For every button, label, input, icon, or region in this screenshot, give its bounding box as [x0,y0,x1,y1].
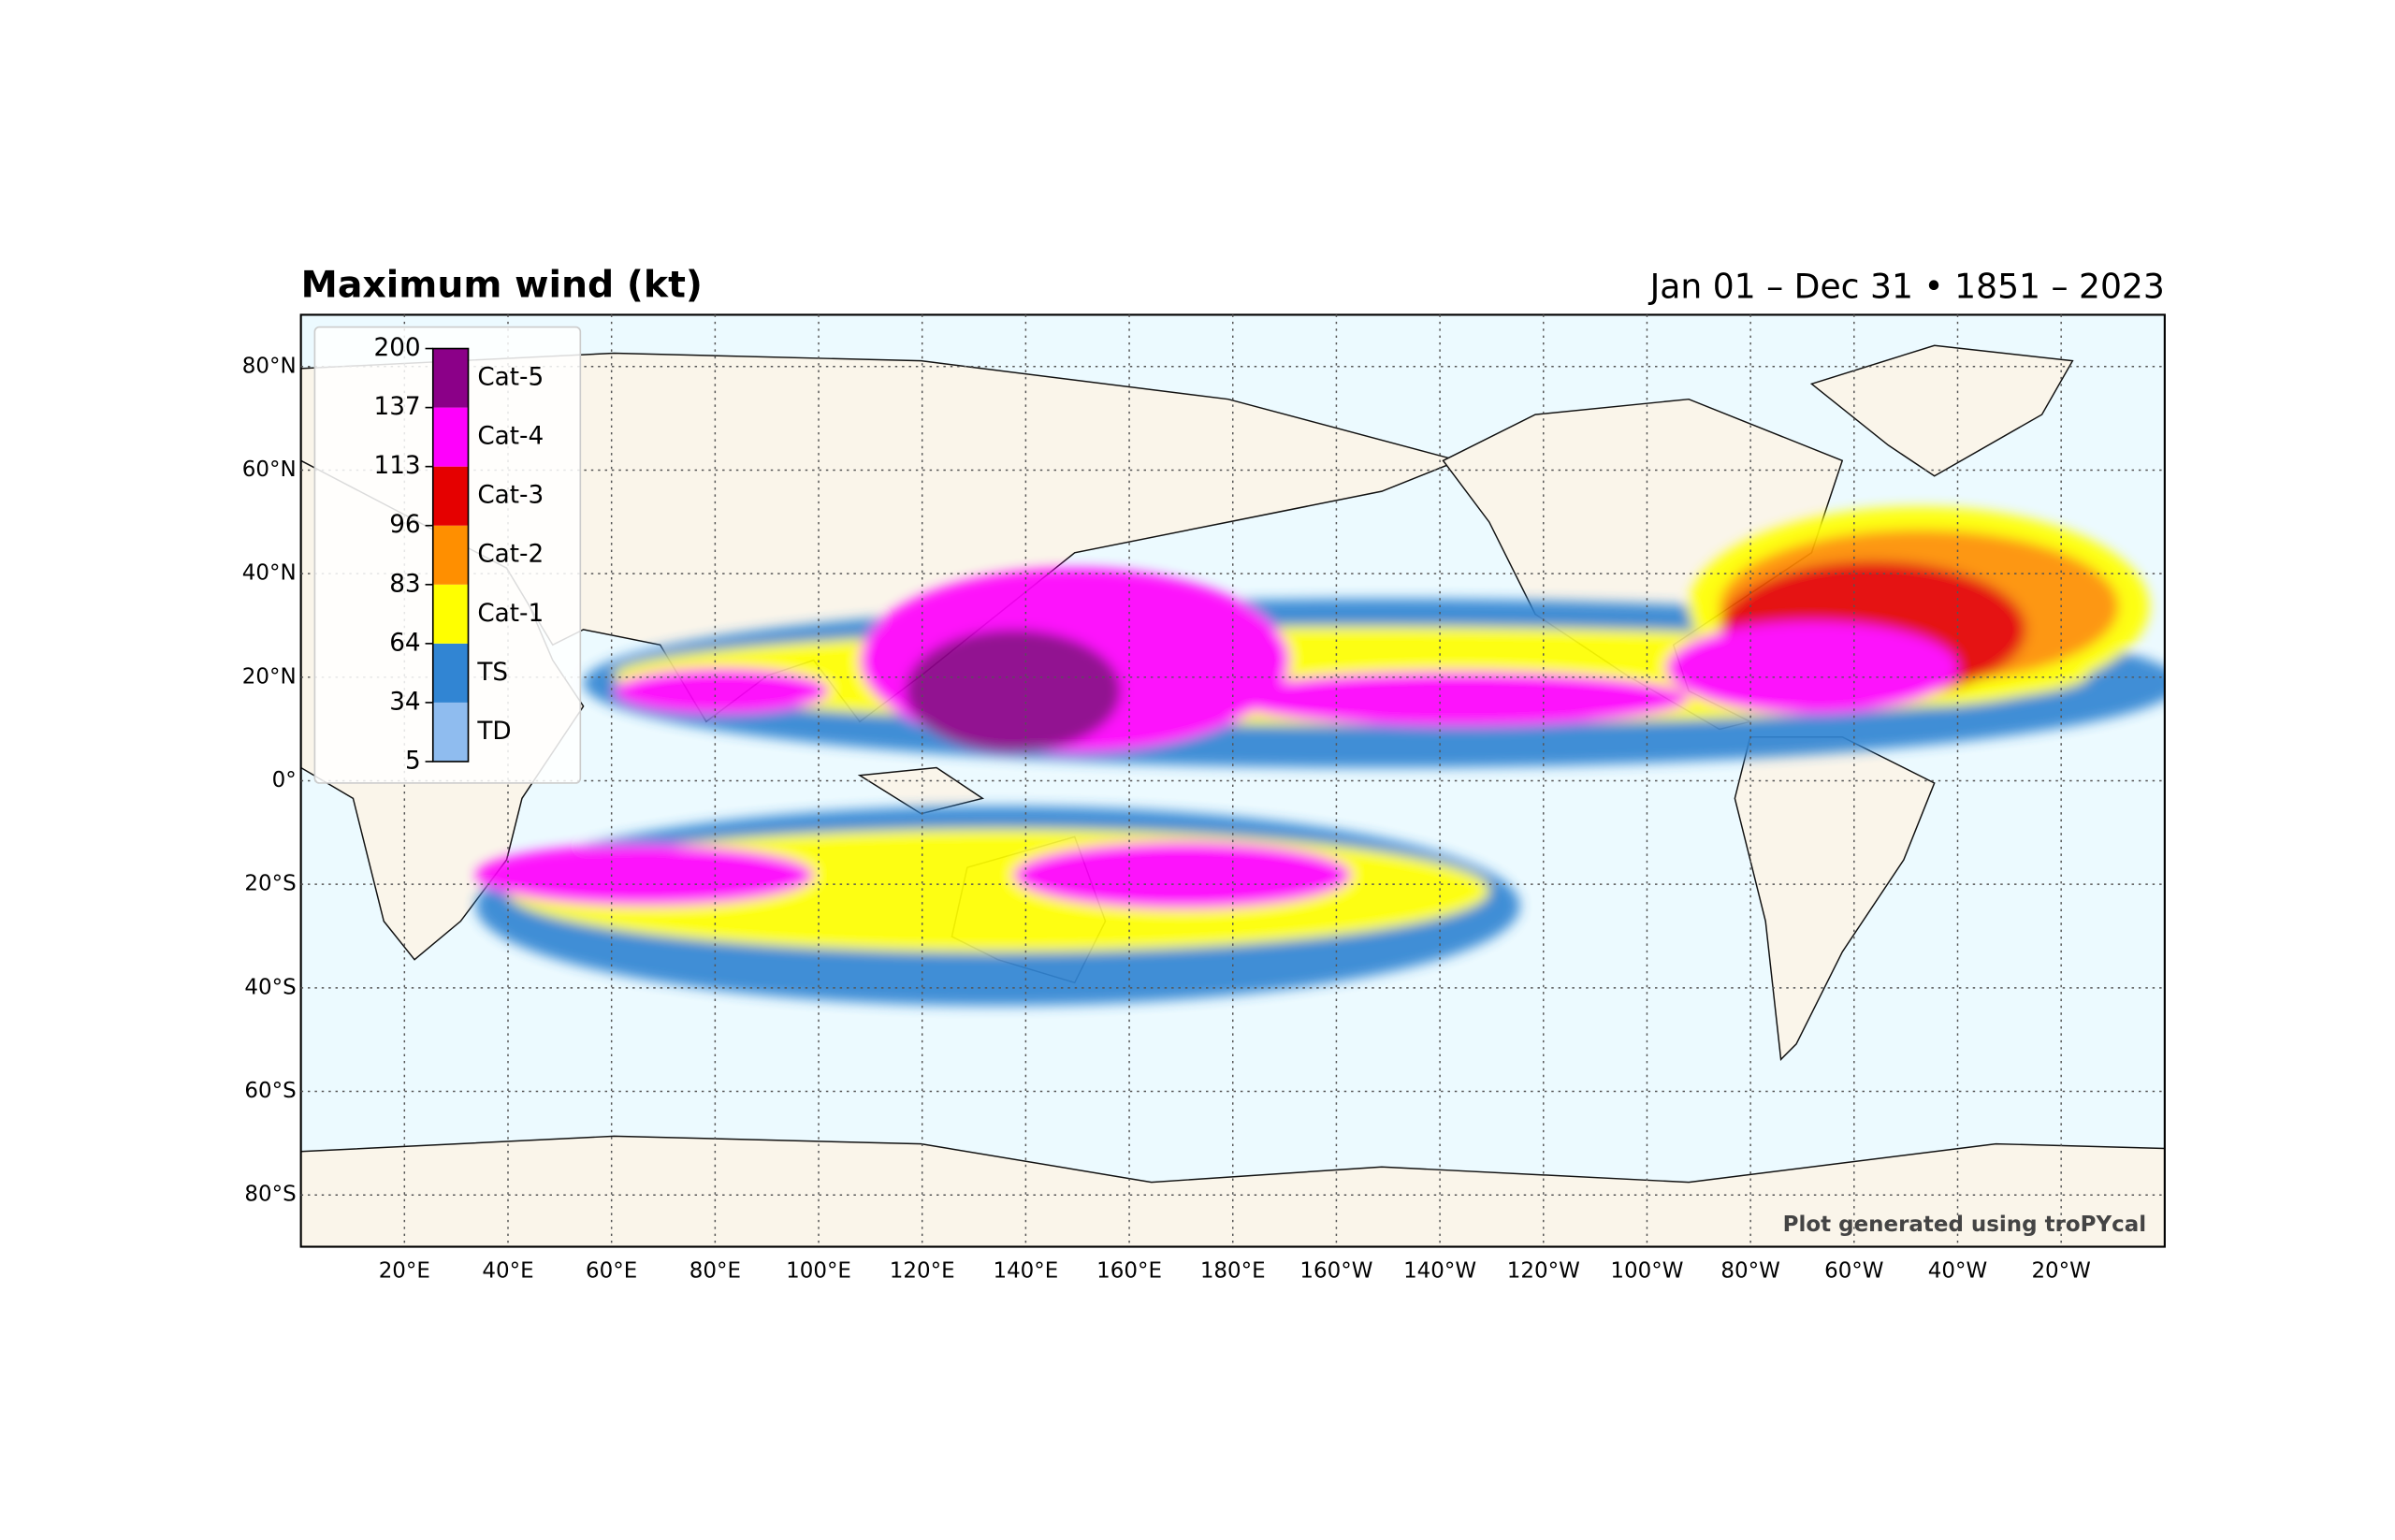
colorbar-category: Cat-1 [477,600,544,628]
colorbar-category: Cat-3 [477,482,544,510]
y-tick-label: 80°N [242,354,297,378]
colorbar-band [432,466,469,526]
colorbar-tick-label: 113 [374,452,421,480]
x-tick-label: 180°E [1200,1258,1266,1283]
x-tick-label: 40°W [1928,1258,1987,1283]
colorbar-tick-label: 64 [389,629,420,657]
colorbar-band [432,407,469,467]
x-tick-label: 80°E [689,1258,741,1283]
x-tick-label: 60°W [1824,1258,1883,1283]
x-tick-label: 80°W [1720,1258,1779,1283]
y-tick-label: 40°N [242,561,297,586]
x-tick-label: 120°E [890,1258,955,1283]
credit: Plot generated using troPYcal [1783,1213,2146,1237]
colorbar-tick-label: 137 [374,393,421,421]
subtitle: Jan 01 – Dec 31 • 1851 – 2023 [1648,267,2165,307]
x-tick-label: 20°E [379,1258,430,1283]
storm-density [475,506,2165,1006]
colorbar-category: Cat-5 [477,364,544,392]
x-tick-label: 160°E [1096,1258,1162,1283]
y-tick-label: 20°N [242,664,297,689]
colorbar-band [432,643,469,703]
colorbar-category: TS [476,659,508,687]
y-tick-label: 60°N [242,458,297,482]
y-tick-label: 80°S [244,1183,296,1207]
x-tick-label: 60°E [586,1258,637,1283]
x-tick-label: 160°W [1299,1258,1372,1283]
colorbar-tick-label: 96 [389,511,420,539]
y-tick-label: 40°S [244,975,296,999]
x-tick-label: 140°W [1403,1258,1476,1283]
colorbar-category: Cat-4 [477,423,544,451]
x-tick-label: 120°W [1507,1258,1580,1283]
x-tick-label: 140°E [993,1258,1058,1283]
colorbar-band [432,702,469,762]
colorbar-category: Cat-2 [477,541,544,569]
colorbar-band [432,525,469,585]
y-tick-label: 60°S [244,1079,296,1103]
x-tick-label: 40°E [482,1258,533,1283]
x-tick-label: 100°E [786,1258,851,1283]
x-tick-label: 100°W [1610,1258,1683,1283]
colorbar-band [432,584,469,644]
colorbar-tick-label: 5 [405,747,421,775]
y-tick-label: 0° [272,768,297,792]
colorbar-band [432,348,469,408]
colorbar-tick-label: 200 [374,334,421,362]
title: Maximum wind (kt) [301,263,703,306]
colorbar-frame [431,347,470,763]
x-tick-label: 20°W [2031,1258,2090,1283]
colorbar-tick-label: 34 [389,688,420,716]
colorbar-tick-label: 83 [389,570,420,598]
colorbar-category: TD [476,718,511,746]
y-tick-label: 20°S [244,872,296,896]
